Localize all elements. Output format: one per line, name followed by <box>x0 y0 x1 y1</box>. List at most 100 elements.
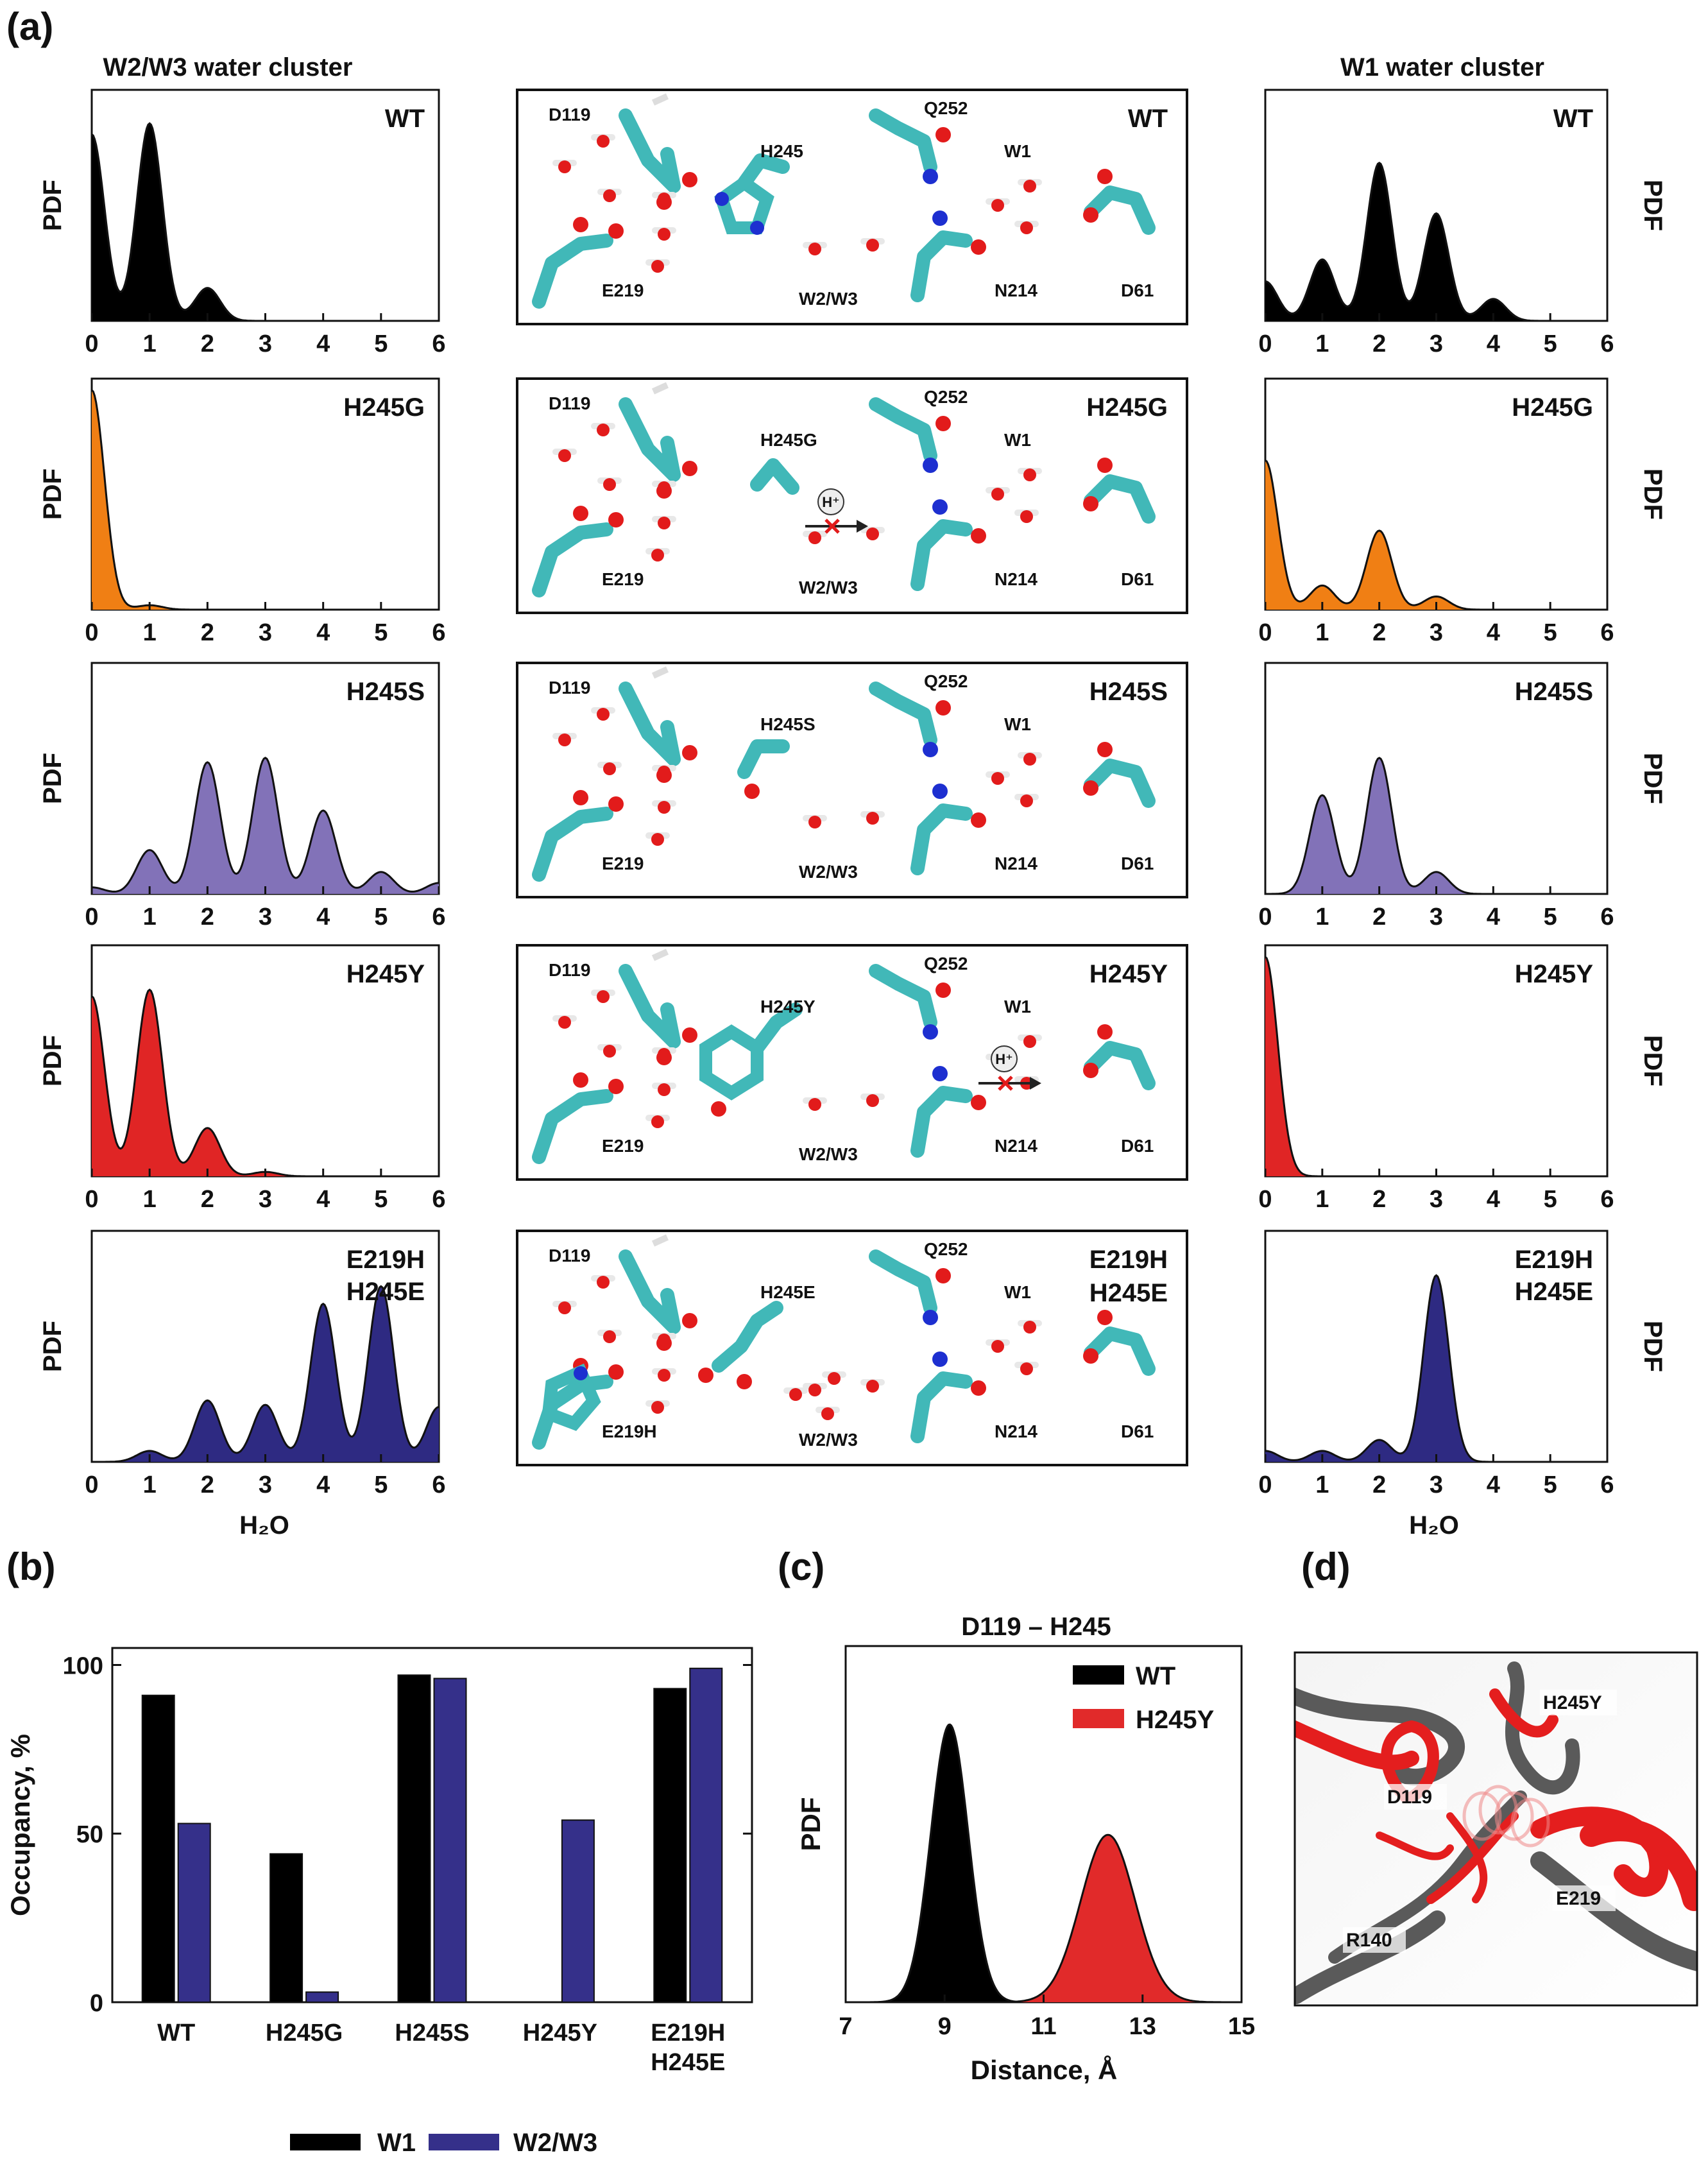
left-tick-label: 6 <box>432 1186 445 1213</box>
label-w1: W1 <box>1004 141 1031 161</box>
faded-helix-turn <box>1510 1797 1550 1848</box>
bar-W2W3-1 <box>305 1991 339 2003</box>
c-title: D119 – H245 <box>961 1613 1111 1641</box>
atom <box>658 1083 670 1096</box>
c-density-line-H245Y <box>846 1833 1242 2003</box>
label-w1: W1 <box>1004 430 1031 450</box>
proton-circle <box>991 1045 1018 1072</box>
bar-W1-2 <box>397 1674 431 2003</box>
label-d61: D61 <box>1121 854 1154 873</box>
atom <box>1023 1321 1036 1334</box>
right-variant-label: H245Y <box>1515 960 1594 988</box>
h-atom <box>651 666 669 679</box>
atom <box>682 1313 697 1328</box>
atom <box>923 1024 938 1040</box>
label-e219: E219 <box>602 1136 644 1156</box>
bar-ylabel: Occupancy, % <box>5 1734 35 1916</box>
right-tick-label: 1 <box>1315 904 1329 931</box>
h-atom <box>651 948 669 961</box>
atom <box>658 193 670 205</box>
right-variant-label: H245S <box>1515 678 1593 706</box>
structure-variant-label: WT <box>1128 105 1168 133</box>
left-variant-label: WT <box>385 105 425 133</box>
residue-stick <box>532 1089 613 1164</box>
left-tick-label: 0 <box>85 1186 98 1213</box>
right-xlabel: H₂O <box>1409 1511 1459 1540</box>
proton-arrow-head <box>857 520 868 533</box>
residue-stick <box>532 234 613 309</box>
left-tick-label: 5 <box>374 330 388 357</box>
atom <box>1097 742 1113 757</box>
c-plot-frame <box>844 1645 1243 2003</box>
right-tick-label: 3 <box>1430 619 1443 646</box>
label-e219: E219 <box>602 280 644 300</box>
atom <box>597 135 610 148</box>
right-tick-label: 0 <box>1258 619 1272 646</box>
residue-stick <box>869 108 937 174</box>
residue-stick <box>750 458 799 495</box>
atom <box>971 528 986 544</box>
c-legend-h245y-label: H245Y <box>1136 1706 1215 1734</box>
label-q252: Q252 <box>924 1239 968 1259</box>
right-tick-label: 5 <box>1544 330 1557 357</box>
atom <box>935 1268 951 1283</box>
label-d61: D61 <box>1121 1136 1154 1156</box>
left-density-line-H245S <box>91 757 440 893</box>
structure-variant-label: H245E <box>1089 1279 1168 1307</box>
right-tick-label: 1 <box>1315 619 1329 646</box>
ribbon <box>1376 1832 1454 1860</box>
right-ylabel: PDF <box>1639 1321 1667 1372</box>
right-tick-label: 3 <box>1430 1471 1443 1498</box>
atom <box>1023 1035 1036 1048</box>
label-n214: N214 <box>995 854 1038 873</box>
atom <box>1083 780 1098 796</box>
c-tick-label: 15 <box>1228 2013 1255 2040</box>
atom <box>932 1066 948 1081</box>
atom <box>935 982 951 998</box>
bar-W1-1 <box>269 1853 303 2003</box>
bar-category-label: H245Y <box>523 2020 597 2046</box>
right-tick-label: 6 <box>1600 904 1614 931</box>
right-ylabel: PDF <box>1639 468 1667 520</box>
atom <box>923 1310 938 1325</box>
left-ylabel: PDF <box>38 753 67 804</box>
label-mid-residue: H245 <box>760 141 803 161</box>
atom <box>1097 169 1113 184</box>
c-legend-wt-label: WT <box>1136 1662 1175 1690</box>
label-d119: D119 <box>549 105 590 124</box>
label-mid-residue: H245Y <box>760 997 816 1017</box>
c-tick-label: 13 <box>1129 2013 1156 2040</box>
left-tick-label: 1 <box>143 1471 157 1498</box>
atom <box>597 990 610 1003</box>
label-mid-residue: H245G <box>760 430 817 450</box>
right-tick-label: 0 <box>1258 1471 1272 1498</box>
atom <box>750 221 764 235</box>
atom <box>808 531 821 544</box>
atom <box>651 833 664 846</box>
left-tick-label: 0 <box>85 330 98 357</box>
atom <box>658 766 670 778</box>
bar-category-label: H245S <box>395 2020 469 2046</box>
panel-label-d: (d) <box>1301 1545 1351 1588</box>
left-tick-label: 4 <box>316 1186 330 1213</box>
left-tick-label: 6 <box>432 330 445 357</box>
atom <box>597 1276 610 1289</box>
atom <box>971 1380 986 1396</box>
structure-frame <box>516 944 1188 1181</box>
right-tick-label: 3 <box>1430 330 1443 357</box>
residue-stick <box>619 1249 681 1334</box>
faded-helix-turn <box>1494 1791 1534 1841</box>
right-tick-label: 1 <box>1315 1186 1329 1213</box>
right-density-line-H245G <box>1265 459 1607 611</box>
left-density-line-H245G <box>90 389 439 611</box>
left-density-line-E219H_H245E <box>92 1285 440 1463</box>
right-variant-label: WT <box>1553 105 1593 133</box>
label-n214: N214 <box>995 1136 1038 1156</box>
bar-W1-4 <box>653 1688 687 2003</box>
label-e219: E219 <box>602 569 644 589</box>
right-title: W1 water cluster <box>1340 53 1544 82</box>
residue-stick <box>869 682 937 747</box>
right-tick-label: 4 <box>1487 330 1500 357</box>
left-tick-label: 6 <box>432 619 445 646</box>
atom <box>558 1016 571 1029</box>
